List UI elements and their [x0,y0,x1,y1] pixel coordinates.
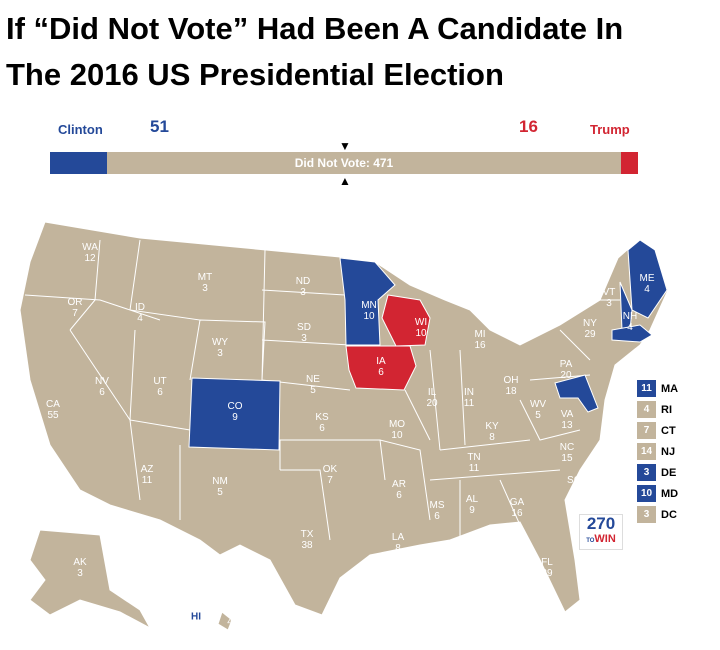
legend-state-abbr: DE [661,466,677,479]
state-label-ut[interactable]: UT 6 [153,376,167,398]
state-label-ms[interactable]: MS 6 [429,500,445,522]
majority-marker-top-icon: ▼ [339,139,351,153]
state-label-nv[interactable]: NV 6 [95,376,109,398]
trump-votes: 16 [519,117,538,136]
did-not-vote-label: Did Not Vote: 471 [294,156,394,170]
legend-state-abbr: RI [661,403,672,416]
clinton-votes: 51 [150,117,169,136]
legend-item-de[interactable]: 3 DE [637,464,676,481]
electoral-vote-bar: Did Not Vote: 471 [50,152,638,174]
state-borders [24,239,620,541]
state-label-ks[interactable]: KS 6 [315,412,329,434]
legend-state-abbr: CT [661,424,676,437]
state-label-nc[interactable]: NC 15 [559,442,575,464]
state-label-va[interactable]: VA 13 [560,409,574,431]
state-label-in[interactable]: IN 11 [463,387,475,409]
state-label-fl[interactable]: FL 29 [541,557,553,579]
state-label-ga[interactable]: GA 16 [509,497,525,519]
logo-win: TOWIN [586,533,616,545]
state-label-hi[interactable]: HI [191,611,201,623]
state-shape-ia [345,345,417,391]
clinton-label: Clinton [58,122,103,137]
state-shape-wi [381,294,431,347]
legend-item-ri[interactable]: 4 RI [637,401,672,418]
legend-item-ct[interactable]: 7 CT [637,422,676,439]
state-label-wi[interactable]: WI 10 [414,317,428,339]
state-label-ky[interactable]: KY 8 [485,421,499,443]
state-label-oh[interactable]: OH 18 [503,375,519,397]
state-label-tn[interactable]: TN 11 [467,452,481,474]
state-label-wa[interactable]: WA 12 [82,242,98,264]
state-label-ne[interactable]: NE 5 [306,374,320,396]
state-label-id[interactable]: ID 4 [135,302,145,324]
state-label-me[interactable]: ME 4 [639,273,655,295]
trump-label: Trump [590,122,630,137]
state-label-la[interactable]: LA 8 [391,532,405,554]
state-label-ca[interactable]: CA 55 [46,399,60,421]
state-label-az[interactable]: AZ 11 [140,464,154,486]
state-shape-md-de [554,374,599,413]
state-label-al[interactable]: AL 9 [465,494,479,516]
state-shape-ma [611,324,653,343]
state-label-tx[interactable]: TX 38 [300,529,314,551]
logo-number: 270 [586,514,616,533]
legend-item-ma[interactable]: 11 MA [637,380,678,397]
state-label-ia[interactable]: IA 6 [376,356,386,378]
title-line-1: If “Did Not Vote” Had Been A Candidate I… [6,11,624,46]
state-label-sd[interactable]: SD 3 [297,322,311,344]
title-line-2: The 2016 US Presidential Election [6,57,504,92]
state-label-vt[interactable]: VT 3 [602,287,616,309]
state-label-wv[interactable]: WV 5 [529,399,547,421]
state-label-sc[interactable]: SC 9 [567,475,581,497]
state-label-mo[interactable]: MO 10 [388,419,406,441]
state-label-pa[interactable]: PA 20 [559,359,573,381]
state-ev-hi: 4 [227,616,233,628]
state-label-mi[interactable]: MI 16 [474,329,486,351]
legend-state-abbr: DC [661,508,677,521]
state-label-nm[interactable]: NM 5 [212,476,228,498]
legend-ev-box: 4 [637,401,656,418]
state-label-wy[interactable]: WY 3 [211,337,229,359]
state-label-ok[interactable]: OK 7 [322,464,338,486]
alaska-shape [29,529,152,630]
state-label-co[interactable]: CO 9 [227,401,243,423]
legend-ev-box: 3 [637,464,656,481]
legend-item-dc[interactable]: 3 DC [637,506,677,523]
legend-ev-box: 10 [637,485,656,502]
hawaii-shape [217,611,233,631]
legend-state-abbr: MA [661,382,679,395]
page-title: If “Did Not Vote” Had Been A Candidate I… [6,6,623,98]
contiguous-us-shape [19,221,669,616]
state-shape-co [188,377,281,451]
270towin-logo[interactable]: 270 TOWIN [579,514,623,550]
state-label-or[interactable]: OR 7 [67,297,83,319]
state-shape-mn [339,257,396,346]
state-label-ar[interactable]: AR 6 [392,479,406,501]
trump-bar-segment [621,152,638,174]
legend-ev-box: 14 [637,443,656,460]
state-label-mt[interactable]: MT 3 [197,272,213,294]
state-label-mn[interactable]: MN 10 [361,300,377,322]
legend-state-abbr: NJ [661,445,676,458]
legend-state-abbr: MD [661,487,679,500]
legend-ev-box: 3 [637,506,656,523]
state-label-ny[interactable]: NY 29 [583,318,597,340]
majority-marker-bottom-icon: ▲ [339,174,351,188]
clinton-bar-segment [50,152,107,174]
legend-ev-box: 7 [637,422,656,439]
legend-item-md[interactable]: 10 MD [637,485,678,502]
state-label-nh[interactable]: NH 4 [622,311,638,333]
legend-item-nj[interactable]: 14 NJ [637,443,675,460]
state-label-ak[interactable]: AK 3 [73,557,87,579]
legend-ev-box: 11 [637,380,656,397]
state-label-il[interactable]: IL 20 [426,387,438,409]
state-label-nd[interactable]: ND 3 [295,276,311,298]
